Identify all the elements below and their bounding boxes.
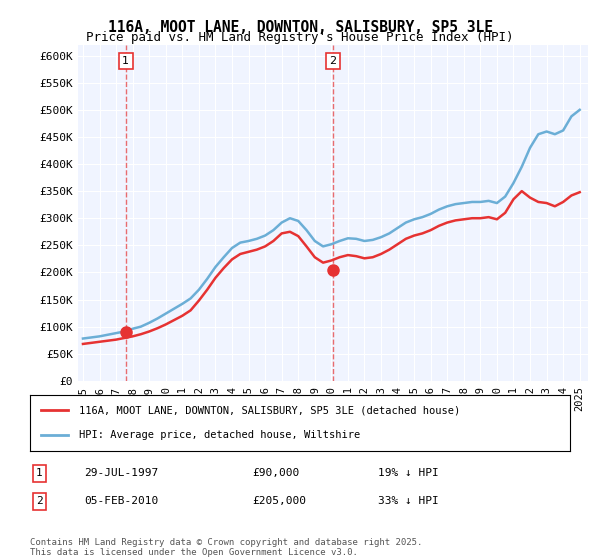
- Text: 2: 2: [329, 56, 336, 66]
- Text: 33% ↓ HPI: 33% ↓ HPI: [378, 496, 439, 506]
- Text: 1: 1: [122, 56, 129, 66]
- Text: £90,000: £90,000: [252, 468, 299, 478]
- Text: 1: 1: [36, 468, 43, 478]
- Text: 19% ↓ HPI: 19% ↓ HPI: [378, 468, 439, 478]
- Text: Contains HM Land Registry data © Crown copyright and database right 2025.
This d: Contains HM Land Registry data © Crown c…: [30, 538, 422, 557]
- Text: 116A, MOOT LANE, DOWNTON, SALISBURY, SP5 3LE: 116A, MOOT LANE, DOWNTON, SALISBURY, SP5…: [107, 20, 493, 35]
- Text: 29-JUL-1997: 29-JUL-1997: [84, 468, 158, 478]
- Text: Price paid vs. HM Land Registry's House Price Index (HPI): Price paid vs. HM Land Registry's House …: [86, 31, 514, 44]
- Text: £205,000: £205,000: [252, 496, 306, 506]
- Text: 2: 2: [36, 496, 43, 506]
- Text: 116A, MOOT LANE, DOWNTON, SALISBURY, SP5 3LE (detached house): 116A, MOOT LANE, DOWNTON, SALISBURY, SP5…: [79, 405, 460, 416]
- Text: HPI: Average price, detached house, Wiltshire: HPI: Average price, detached house, Wilt…: [79, 430, 360, 440]
- Text: 05-FEB-2010: 05-FEB-2010: [84, 496, 158, 506]
